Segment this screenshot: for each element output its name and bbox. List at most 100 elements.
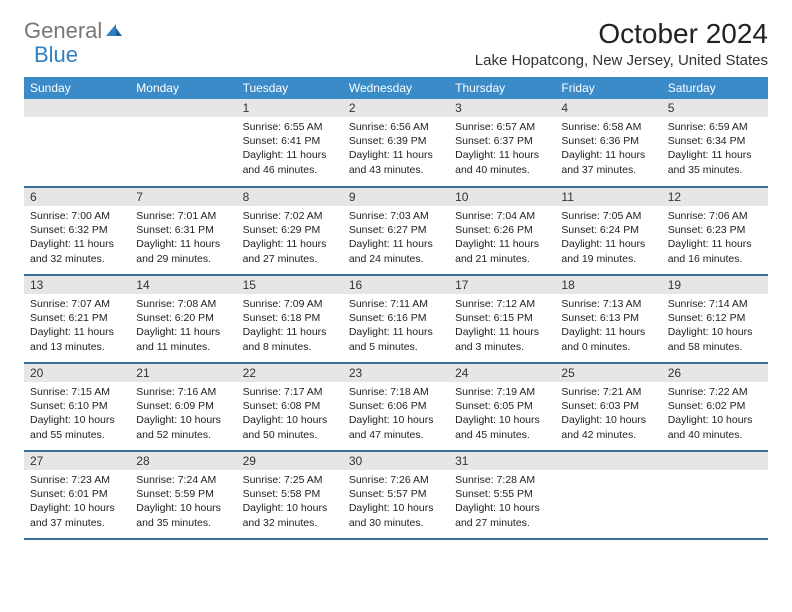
daylight-text: Daylight: 10 hours and 55 minutes. [30, 413, 124, 441]
sunrise-text: Sunrise: 6:57 AM [455, 120, 549, 134]
day-details [662, 470, 768, 477]
day-details: Sunrise: 7:18 AMSunset: 6:06 PMDaylight:… [343, 382, 449, 446]
day-details: Sunrise: 7:11 AMSunset: 6:16 PMDaylight:… [343, 294, 449, 358]
sunrise-text: Sunrise: 7:26 AM [349, 473, 443, 487]
daylight-text: Daylight: 10 hours and 45 minutes. [455, 413, 549, 441]
calendar-week-row: 6Sunrise: 7:00 AMSunset: 6:32 PMDaylight… [24, 187, 768, 275]
sunset-text: Sunset: 6:08 PM [243, 399, 337, 413]
sunset-text: Sunset: 6:36 PM [561, 134, 655, 148]
daylight-text: Daylight: 10 hours and 30 minutes. [349, 501, 443, 529]
sunrise-text: Sunrise: 7:11 AM [349, 297, 443, 311]
calendar-cell: 27Sunrise: 7:23 AMSunset: 6:01 PMDayligh… [24, 451, 130, 539]
day-number: 14 [130, 276, 236, 294]
daylight-text: Daylight: 11 hours and 35 minutes. [668, 148, 762, 176]
calendar-cell: 14Sunrise: 7:08 AMSunset: 6:20 PMDayligh… [130, 275, 236, 363]
sunset-text: Sunset: 6:24 PM [561, 223, 655, 237]
sunset-text: Sunset: 6:21 PM [30, 311, 124, 325]
calendar-week-row: 27Sunrise: 7:23 AMSunset: 6:01 PMDayligh… [24, 451, 768, 539]
day-details: Sunrise: 7:19 AMSunset: 6:05 PMDaylight:… [449, 382, 555, 446]
logo-triangle-icon [104, 18, 124, 44]
calendar-table: Sunday Monday Tuesday Wednesday Thursday… [24, 77, 768, 540]
sunrise-text: Sunrise: 7:19 AM [455, 385, 549, 399]
sunset-text: Sunset: 6:20 PM [136, 311, 230, 325]
calendar-cell [662, 451, 768, 539]
day-details [130, 117, 236, 124]
weekday-header: Wednesday [343, 77, 449, 99]
logo-text-general: General [24, 18, 102, 44]
day-details: Sunrise: 6:55 AMSunset: 6:41 PMDaylight:… [237, 117, 343, 181]
month-title: October 2024 [475, 18, 768, 50]
day-number: 21 [130, 364, 236, 382]
sunrise-text: Sunrise: 7:23 AM [30, 473, 124, 487]
day-details: Sunrise: 7:21 AMSunset: 6:03 PMDaylight:… [555, 382, 661, 446]
day-details: Sunrise: 7:08 AMSunset: 6:20 PMDaylight:… [130, 294, 236, 358]
day-number: 18 [555, 276, 661, 294]
calendar-week-row: 1Sunrise: 6:55 AMSunset: 6:41 PMDaylight… [24, 99, 768, 187]
sunset-text: Sunset: 6:09 PM [136, 399, 230, 413]
calendar-head: Sunday Monday Tuesday Wednesday Thursday… [24, 77, 768, 99]
sunrise-text: Sunrise: 7:06 AM [668, 209, 762, 223]
daylight-text: Daylight: 10 hours and 32 minutes. [243, 501, 337, 529]
daylight-text: Daylight: 10 hours and 40 minutes. [668, 413, 762, 441]
day-details: Sunrise: 7:00 AMSunset: 6:32 PMDaylight:… [24, 206, 130, 270]
calendar-body: 1Sunrise: 6:55 AMSunset: 6:41 PMDaylight… [24, 99, 768, 539]
daylight-text: Daylight: 11 hours and 24 minutes. [349, 237, 443, 265]
day-details: Sunrise: 7:06 AMSunset: 6:23 PMDaylight:… [662, 206, 768, 270]
calendar-cell: 1Sunrise: 6:55 AMSunset: 6:41 PMDaylight… [237, 99, 343, 187]
sunset-text: Sunset: 6:13 PM [561, 311, 655, 325]
day-details: Sunrise: 7:16 AMSunset: 6:09 PMDaylight:… [130, 382, 236, 446]
calendar-cell: 10Sunrise: 7:04 AMSunset: 6:26 PMDayligh… [449, 187, 555, 275]
weekday-header: Friday [555, 77, 661, 99]
sunrise-text: Sunrise: 7:03 AM [349, 209, 443, 223]
sunset-text: Sunset: 6:15 PM [455, 311, 549, 325]
day-details: Sunrise: 7:04 AMSunset: 6:26 PMDaylight:… [449, 206, 555, 270]
calendar-cell: 23Sunrise: 7:18 AMSunset: 6:06 PMDayligh… [343, 363, 449, 451]
day-details: Sunrise: 6:57 AMSunset: 6:37 PMDaylight:… [449, 117, 555, 181]
sunset-text: Sunset: 5:59 PM [136, 487, 230, 501]
sunrise-text: Sunrise: 7:14 AM [668, 297, 762, 311]
sunrise-text: Sunrise: 7:09 AM [243, 297, 337, 311]
day-details: Sunrise: 6:56 AMSunset: 6:39 PMDaylight:… [343, 117, 449, 181]
sunset-text: Sunset: 6:32 PM [30, 223, 124, 237]
day-details: Sunrise: 7:12 AMSunset: 6:15 PMDaylight:… [449, 294, 555, 358]
daylight-text: Daylight: 11 hours and 21 minutes. [455, 237, 549, 265]
daylight-text: Daylight: 10 hours and 52 minutes. [136, 413, 230, 441]
calendar-cell: 16Sunrise: 7:11 AMSunset: 6:16 PMDayligh… [343, 275, 449, 363]
sunset-text: Sunset: 6:01 PM [30, 487, 124, 501]
weekday-header: Tuesday [237, 77, 343, 99]
day-number: 5 [662, 99, 768, 117]
daylight-text: Daylight: 10 hours and 50 minutes. [243, 413, 337, 441]
day-number: 20 [24, 364, 130, 382]
daylight-text: Daylight: 11 hours and 8 minutes. [243, 325, 337, 353]
sunset-text: Sunset: 6:05 PM [455, 399, 549, 413]
daylight-text: Daylight: 11 hours and 32 minutes. [30, 237, 124, 265]
calendar-cell: 21Sunrise: 7:16 AMSunset: 6:09 PMDayligh… [130, 363, 236, 451]
day-details: Sunrise: 7:17 AMSunset: 6:08 PMDaylight:… [237, 382, 343, 446]
calendar-cell: 8Sunrise: 7:02 AMSunset: 6:29 PMDaylight… [237, 187, 343, 275]
sunrise-text: Sunrise: 6:55 AM [243, 120, 337, 134]
sunset-text: Sunset: 6:10 PM [30, 399, 124, 413]
day-number: 11 [555, 188, 661, 206]
sunrise-text: Sunrise: 7:15 AM [30, 385, 124, 399]
day-number: 12 [662, 188, 768, 206]
header: General October 2024 Lake Hopatcong, New… [24, 18, 768, 69]
title-block: October 2024 Lake Hopatcong, New Jersey,… [475, 18, 768, 69]
day-number: 16 [343, 276, 449, 294]
day-details: Sunrise: 7:01 AMSunset: 6:31 PMDaylight:… [130, 206, 236, 270]
day-details: Sunrise: 7:14 AMSunset: 6:12 PMDaylight:… [662, 294, 768, 358]
calendar-cell: 26Sunrise: 7:22 AMSunset: 6:02 PMDayligh… [662, 363, 768, 451]
day-details: Sunrise: 7:22 AMSunset: 6:02 PMDaylight:… [662, 382, 768, 446]
calendar-cell [24, 99, 130, 187]
day-number: 13 [24, 276, 130, 294]
sunrise-text: Sunrise: 7:24 AM [136, 473, 230, 487]
sunset-text: Sunset: 6:06 PM [349, 399, 443, 413]
day-number [130, 99, 236, 117]
sunrise-text: Sunrise: 7:05 AM [561, 209, 655, 223]
sunrise-text: Sunrise: 7:21 AM [561, 385, 655, 399]
calendar-cell: 31Sunrise: 7:28 AMSunset: 5:55 PMDayligh… [449, 451, 555, 539]
calendar-cell: 17Sunrise: 7:12 AMSunset: 6:15 PMDayligh… [449, 275, 555, 363]
logo-text-blue: Blue [34, 42, 78, 67]
sunset-text: Sunset: 6:26 PM [455, 223, 549, 237]
sunset-text: Sunset: 5:58 PM [243, 487, 337, 501]
calendar-cell: 19Sunrise: 7:14 AMSunset: 6:12 PMDayligh… [662, 275, 768, 363]
